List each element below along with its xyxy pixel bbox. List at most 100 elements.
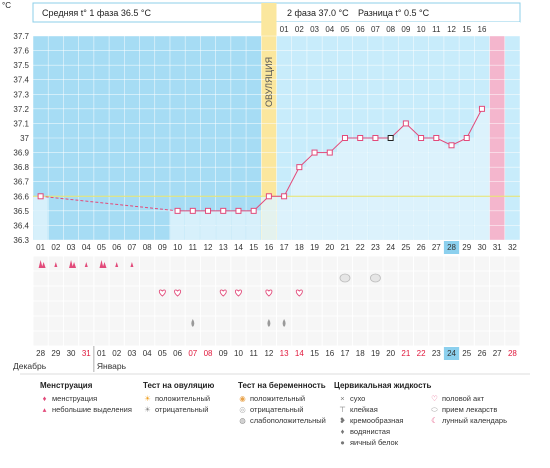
legend-lunar-calendar: ☾ лунный календарь <box>431 416 508 425</box>
y-tick-label: 37.2 <box>13 105 29 114</box>
date-label: 29 <box>51 349 60 358</box>
date-label: 11 <box>250 349 259 358</box>
cycle-day-label: 20 <box>325 243 334 252</box>
menstruation-icon <box>69 260 77 268</box>
legend-cervical-dry: × сухо <box>338 394 365 403</box>
temp-column <box>200 210 216 240</box>
light-bleeding-icon <box>130 262 134 267</box>
y-unit-label: °C <box>2 1 11 10</box>
cycle-day-label: 22 <box>356 243 365 252</box>
sun-icon: ☀ <box>144 394 151 403</box>
cycle-day-label: 26 <box>417 243 426 252</box>
temp-column <box>444 145 459 240</box>
date-label: 14 <box>295 349 304 358</box>
temperature-line-segment <box>283 166 300 197</box>
menstruation-icon <box>38 260 46 268</box>
legend-medicine: ⬭ прием лекарств <box>431 405 498 414</box>
test-positive-icon: ◉ <box>239 394 246 403</box>
cycle-day-label: 19 <box>310 243 319 252</box>
cycle-day-label: 28 <box>447 243 456 252</box>
legend-cervical-eggwhite: ● яичный белок <box>338 438 398 447</box>
date-label: 05 <box>158 349 167 358</box>
cycle-day-label: 05 <box>97 243 106 252</box>
y-tick-label: 36.3 <box>13 236 29 245</box>
date-label: 23 <box>432 349 441 358</box>
date-label: 31 <box>82 349 91 358</box>
phase2-day-label: 16 <box>478 25 487 34</box>
temperature-point <box>311 149 318 156</box>
phase2-average: 2 фаза 37.0 °C <box>287 8 349 18</box>
legend-pregnancy-positive: ◉ положительный <box>239 394 306 403</box>
intercourse-icon <box>174 289 182 297</box>
phase2-day-label: 01 <box>280 25 289 34</box>
temperature-difference: Разница t° 0.5 °C <box>358 8 430 18</box>
phase2-day-row <box>276 22 520 36</box>
y-tick-label: 37 <box>20 134 29 143</box>
gray-sun-icon: ☀ <box>144 405 151 414</box>
temp-column <box>246 210 261 240</box>
phase2-day-label: 05 <box>341 25 350 34</box>
intercourse-icon <box>219 289 227 297</box>
legend-intercourse: ♡ половой акт <box>431 394 485 403</box>
y-tick-label: 37.5 <box>13 61 29 70</box>
date-label: 13 <box>280 349 289 358</box>
phase2-day-label: 02 <box>295 25 304 34</box>
ovulation-band <box>261 3 277 240</box>
legend-cervical-watery: ♦ водянистая <box>338 427 390 436</box>
phase2-day-label: 09 <box>401 25 410 34</box>
drop-icon: ♦ <box>42 394 47 403</box>
month-label-january: Январь <box>97 361 127 371</box>
phase2-day-label: 07 <box>371 25 380 34</box>
y-tick-label: 36.5 <box>13 207 29 216</box>
date-label: 20 <box>386 349 395 358</box>
temp-column <box>170 210 185 240</box>
date-label: 06 <box>173 349 182 358</box>
temperature-point <box>265 193 272 200</box>
date-label: 21 <box>401 349 410 358</box>
temperature-point <box>281 193 288 200</box>
y-tick-label: 37.4 <box>13 76 29 85</box>
date-label: 25 <box>462 349 471 358</box>
date-highlight <box>443 347 460 360</box>
temperature-point <box>189 207 196 214</box>
moon-icon: ☾ <box>431 416 438 425</box>
menstruation-icon <box>99 260 107 268</box>
y-tick-label: 36.7 <box>13 178 29 187</box>
temp-column <box>292 167 307 240</box>
date-label: 17 <box>341 349 350 358</box>
legend-cervical-sticky: ⊤ клейкая <box>339 405 378 414</box>
cycle-day-label: 15 <box>249 243 258 252</box>
date-label: 26 <box>478 349 487 358</box>
y-tick-label: 37.1 <box>13 119 29 128</box>
temp-column <box>231 210 246 240</box>
month-label-december: Декабрь <box>13 361 47 371</box>
intercourse-icon <box>265 289 273 297</box>
cycle-day-label: 23 <box>371 243 380 252</box>
date-label: 07 <box>188 349 197 358</box>
cycle-day-label: 27 <box>432 243 441 252</box>
cycle-day-label: 21 <box>341 243 350 252</box>
light-bleeding-icon <box>115 262 119 267</box>
test-weak-icon: ◍ <box>239 416 246 425</box>
cycle-day-label: 14 <box>234 243 243 252</box>
temperature-point <box>418 135 425 141</box>
cycle-day-label: 17 <box>280 243 289 252</box>
cycle-day-label: 18 <box>295 243 304 252</box>
egg-white-icon: ● <box>340 438 345 447</box>
temperature-point <box>402 120 409 127</box>
temp-column <box>353 138 368 240</box>
temperature-point <box>448 142 455 149</box>
y-tick-label: 37.3 <box>13 90 29 99</box>
temperature-point <box>326 149 333 156</box>
date-label: 15 <box>310 349 319 358</box>
temperature-point <box>205 207 212 214</box>
cycle-day-highlight <box>443 241 460 254</box>
y-tick-label: 36.8 <box>13 163 29 172</box>
phase2-day-label: 10 <box>417 25 426 34</box>
temperature-point <box>463 135 470 141</box>
legend-cervical-creamy: ❥ кремообразная <box>339 416 404 425</box>
cycle-day-label: 29 <box>462 243 471 252</box>
date-label: 24 <box>447 349 456 358</box>
